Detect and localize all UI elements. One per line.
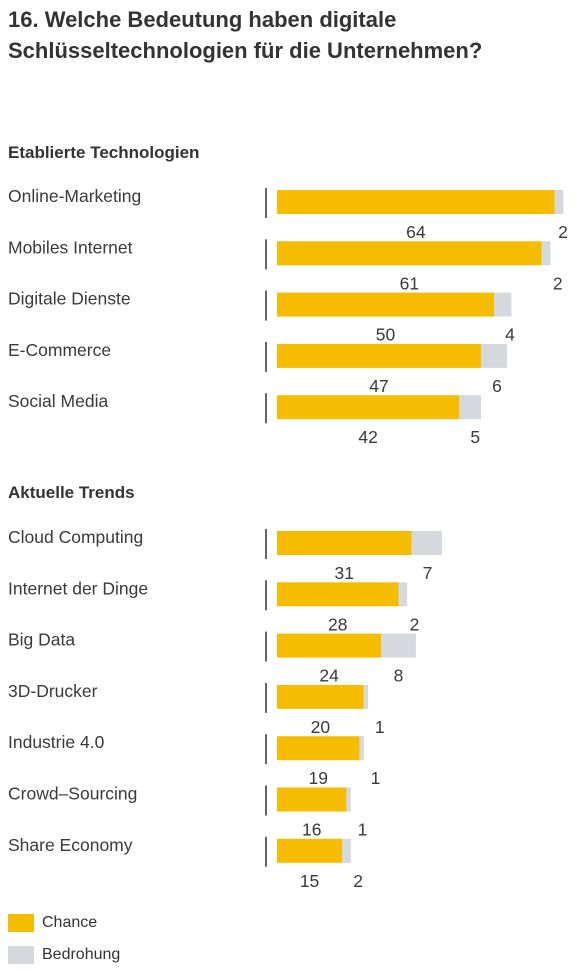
value-label-chance: 50	[376, 325, 396, 345]
bar-chance	[277, 684, 364, 709]
value-label-chance: 24	[319, 666, 339, 686]
category-label: Digitale Dienste	[8, 289, 131, 309]
category-label: Crowd–Sourcing	[8, 784, 137, 804]
value-label-threat: 2	[553, 273, 563, 293]
category-label: Mobiles Internet	[8, 237, 133, 257]
bar-chance	[277, 531, 412, 555]
value-label-threat: 1	[371, 768, 381, 788]
category-label: Cloud Computing	[8, 527, 143, 547]
category-label: E-Commerce	[8, 340, 111, 360]
value-label-threat: 5	[470, 427, 480, 447]
bar-threat	[359, 736, 364, 761]
category-label: Internet der Dinge	[8, 578, 148, 598]
value-label-chance: 16	[302, 820, 321, 840]
bar-chance	[277, 633, 382, 658]
category-label: Social Media	[8, 391, 108, 411]
value-label-threat: 2	[353, 871, 363, 891]
value-label-threat: 1	[375, 717, 385, 737]
category-label: Industrie 4.0	[8, 732, 105, 752]
value-label-chance: 64	[406, 222, 426, 242]
bar-threat	[554, 190, 564, 214]
value-label-threat: 2	[410, 614, 420, 634]
category-label: Big Data	[8, 630, 75, 650]
legend-item-threat: Bedrohung	[8, 946, 120, 964]
value-label-chance: 19	[308, 768, 327, 788]
value-label-chance: 47	[369, 376, 388, 396]
value-label-threat: 4	[505, 325, 515, 345]
bar-chance	[277, 190, 555, 214]
group-heading-trends: Aktuelle Trends	[8, 483, 135, 502]
bar-chance	[277, 787, 347, 812]
bar-chance	[277, 838, 343, 863]
value-label-chance: 42	[358, 427, 377, 447]
category-label: 3D-Drucker	[8, 681, 98, 701]
group-heading-established: Etablierte Technologien	[8, 143, 200, 162]
value-label-chance: 15	[300, 871, 319, 891]
value-label-threat: 6	[492, 376, 502, 396]
bar-threat	[346, 787, 351, 812]
bar-threat	[381, 633, 416, 658]
bar-chance	[277, 241, 542, 266]
bar-threat	[342, 838, 351, 863]
legend-swatch-chance	[8, 914, 34, 932]
legend-swatch-threat	[8, 946, 34, 964]
value-label-chance: 61	[400, 273, 419, 293]
value-label-threat: 1	[358, 820, 368, 840]
category-label: Online-Marketing	[8, 186, 141, 206]
value-label-chance: 28	[328, 614, 347, 634]
legend-item-chance: Chance	[8, 914, 97, 932]
legend-label-threat: Bedrohung	[42, 946, 121, 964]
bar-threat	[411, 531, 442, 555]
bar-threat	[494, 292, 512, 317]
bar-threat	[459, 395, 481, 420]
bar-chance	[277, 395, 460, 420]
value-label-threat: 8	[394, 666, 404, 686]
legend-label-chance: Chance	[42, 914, 98, 932]
value-label-chance: 20	[311, 717, 331, 737]
bar-chance	[277, 343, 481, 368]
bar-chance	[277, 582, 399, 607]
bar-chance	[277, 292, 494, 317]
bar-chance	[277, 736, 360, 761]
value-label-threat: 7	[423, 563, 433, 583]
bar-threat	[363, 684, 369, 709]
category-label: Share Economy	[8, 835, 133, 855]
chart-title: 16. Welche Bedeutung haben digitale Schl…	[8, 7, 483, 63]
bar-threat	[480, 343, 508, 368]
bar-threat	[541, 241, 551, 266]
bar-threat	[398, 582, 408, 607]
value-label-threat: 2	[558, 222, 568, 242]
value-label-chance: 31	[335, 563, 354, 583]
